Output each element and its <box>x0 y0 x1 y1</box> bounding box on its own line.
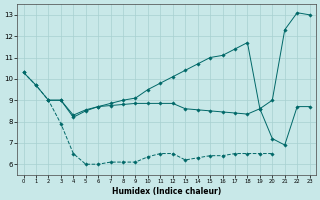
X-axis label: Humidex (Indice chaleur): Humidex (Indice chaleur) <box>112 187 221 196</box>
